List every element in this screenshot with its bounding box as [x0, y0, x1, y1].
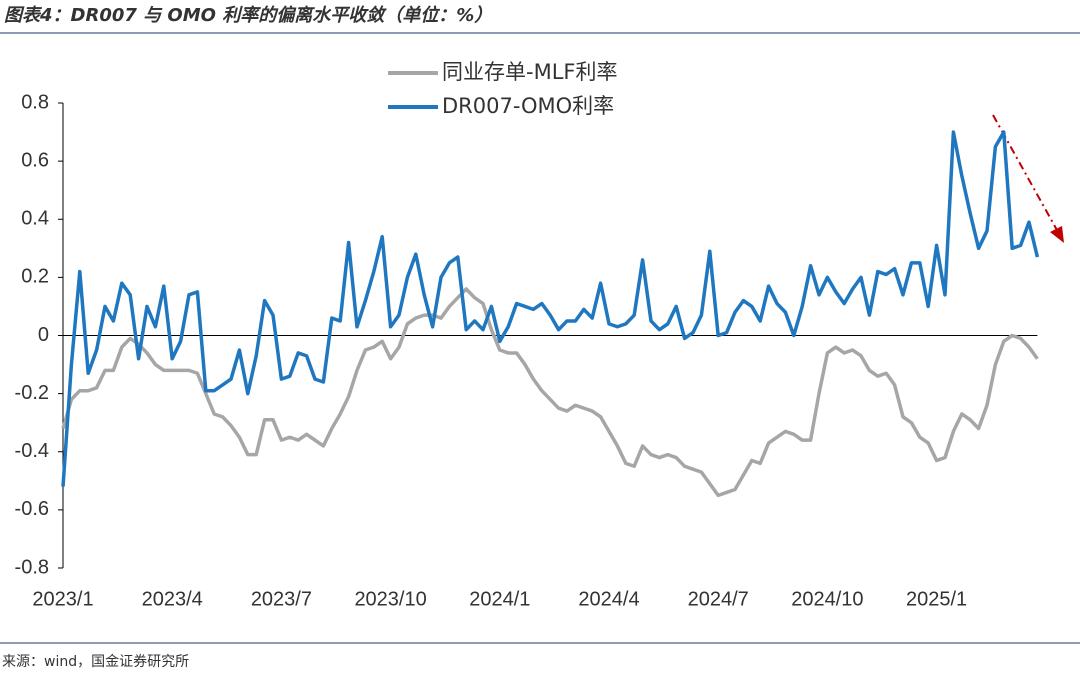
x-tick-label: 2023/4	[142, 588, 203, 610]
legend-label: 同业存单-MLF利率	[442, 60, 617, 84]
x-tick-label: 2023/1	[32, 588, 93, 610]
y-tick-label: 0.8	[21, 91, 49, 113]
x-tick-label: 2024/10	[791, 588, 863, 610]
x-tick-label: 2025/1	[906, 588, 967, 610]
x-tick-label: 2024/4	[578, 588, 639, 610]
y-tick-label: 0.2	[21, 266, 49, 288]
x-tick-label: 2023/7	[251, 588, 312, 610]
x-tick-label: 2024/7	[688, 588, 749, 610]
x-tick-label: 2023/10	[354, 588, 426, 610]
x-tick-label: 2024/1	[469, 588, 530, 610]
y-tick-label: -0.8	[15, 556, 49, 578]
y-tick-label: -0.4	[15, 440, 49, 462]
y-tick-label: -0.6	[15, 498, 49, 520]
y-tick-label: 0	[38, 324, 49, 346]
series-line	[61, 287, 1039, 498]
legend-label: DR007-OMO利率	[442, 94, 614, 118]
chart-title: 图表4：DR007 与 OMO 利率的偏离水平收敛（单位：%）	[4, 5, 492, 26]
trend-arrow-head	[1050, 226, 1064, 243]
series-line	[61, 130, 1040, 487]
source-note: 来源：wind，国金证券研究所	[2, 654, 189, 670]
y-tick-label: 0.4	[21, 208, 49, 230]
y-tick-label: -0.2	[15, 382, 49, 404]
y-tick-label: 0.6	[21, 149, 49, 171]
